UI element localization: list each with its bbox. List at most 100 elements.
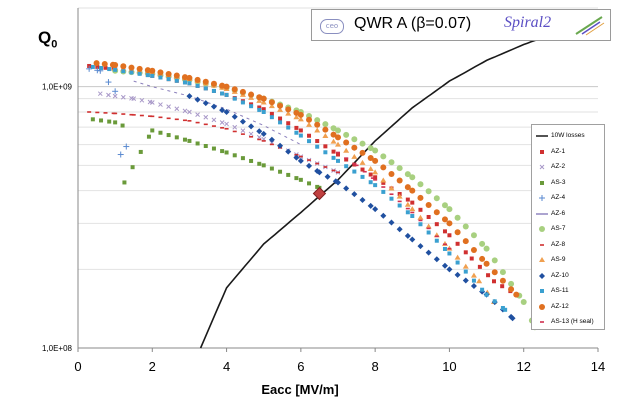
data-point <box>396 226 403 233</box>
data-point <box>112 93 118 99</box>
data-point <box>426 214 431 219</box>
data-point <box>181 74 188 81</box>
data-point <box>380 153 387 160</box>
data-point <box>381 186 386 188</box>
y-tick-label: 1,0E+08 <box>42 344 73 353</box>
data-point <box>248 123 255 130</box>
data-point <box>278 169 283 174</box>
data-point <box>174 118 179 121</box>
data-point <box>441 240 448 246</box>
chart-header: ceo QWR A (β=0.07) Spiral2 <box>311 9 611 41</box>
series-as-9 <box>112 64 497 304</box>
data-point <box>106 92 111 98</box>
data-point <box>352 162 357 165</box>
data-point <box>380 177 387 183</box>
legend-item: AZ-4 <box>532 191 604 205</box>
data-point <box>90 117 95 122</box>
data-point <box>380 164 387 171</box>
data-point <box>257 161 262 166</box>
data-point <box>362 170 367 173</box>
legend-label: AS-9 <box>551 256 566 263</box>
data-point <box>336 158 340 163</box>
data-point <box>409 206 416 212</box>
data-point <box>367 202 374 209</box>
data-point <box>470 283 477 290</box>
data-point <box>113 112 118 115</box>
data-point <box>409 187 416 194</box>
data-point <box>331 155 336 160</box>
data-point <box>441 216 448 223</box>
data-point <box>203 123 208 126</box>
data-point <box>277 106 284 112</box>
data-point <box>260 99 267 105</box>
data-point <box>202 78 209 85</box>
data-point <box>166 104 171 110</box>
data-point <box>372 206 379 213</box>
data-point <box>373 183 378 188</box>
data-point <box>145 73 150 78</box>
data-point <box>150 73 155 78</box>
data-point <box>388 219 395 226</box>
data-point <box>203 86 208 91</box>
legend-symbol <box>539 257 545 262</box>
data-point <box>121 113 126 115</box>
data-point <box>269 143 274 146</box>
data-point <box>186 93 193 100</box>
data-point <box>479 255 486 262</box>
data-point <box>182 80 187 85</box>
data-point <box>231 86 238 93</box>
data-point <box>351 136 358 143</box>
data-point <box>396 165 403 172</box>
data-point <box>240 133 245 135</box>
data-point <box>260 95 267 102</box>
data-point <box>294 125 299 130</box>
y-tick-label: 1,0E+09 <box>42 83 73 92</box>
data-point <box>471 278 476 283</box>
series-as-7 <box>112 67 538 331</box>
legend-item: AZ-6 <box>532 207 604 221</box>
data-point <box>128 64 135 71</box>
data-point <box>314 117 321 124</box>
data-point <box>224 127 229 130</box>
data-point <box>367 166 374 172</box>
data-point <box>454 271 461 278</box>
data-point <box>285 106 292 113</box>
data-point <box>129 113 134 116</box>
x-tick-label: 14 <box>591 359 605 374</box>
data-point <box>336 151 340 154</box>
data-point <box>297 157 304 164</box>
data-point <box>195 112 200 117</box>
legend-label: AZ-1 <box>551 147 566 155</box>
data-point <box>306 121 313 127</box>
data-point <box>441 262 448 269</box>
data-point <box>492 279 496 284</box>
data-point <box>405 207 410 210</box>
data-point <box>194 76 201 83</box>
data-point <box>182 119 187 122</box>
data-point <box>307 159 312 161</box>
data-point <box>257 105 262 110</box>
data-point <box>462 277 469 284</box>
data-point <box>372 169 379 175</box>
data-point <box>210 80 217 87</box>
data-point <box>344 157 349 159</box>
data-point <box>137 71 142 76</box>
data-point <box>261 109 266 114</box>
data-point <box>483 260 490 267</box>
data-point <box>316 169 323 176</box>
data-point <box>336 152 340 157</box>
data-point <box>256 128 263 135</box>
data-point <box>120 94 126 100</box>
data-point <box>87 111 92 113</box>
legend-symbol <box>540 149 544 154</box>
legend-label: AS-7 <box>551 225 566 232</box>
data-point <box>433 209 440 216</box>
data-point <box>186 74 193 81</box>
data-point <box>331 169 336 172</box>
data-point <box>359 149 366 156</box>
legend-item: AZ-8 <box>532 238 604 252</box>
data-point <box>103 65 108 70</box>
data-point <box>139 97 145 103</box>
data-point <box>187 81 192 86</box>
data-point <box>277 102 284 109</box>
